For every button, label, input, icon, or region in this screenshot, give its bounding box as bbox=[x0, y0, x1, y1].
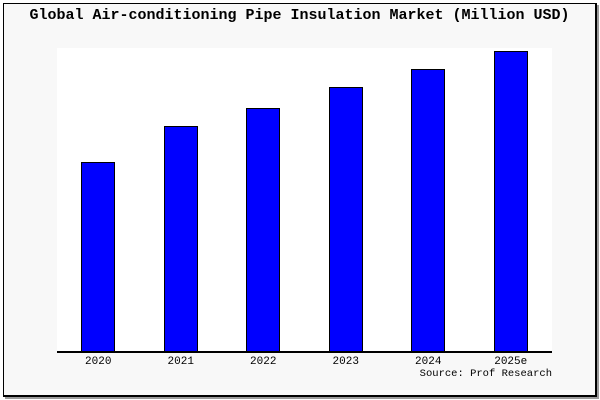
tick-label-2025e: 2025e bbox=[494, 356, 528, 368]
x-axis-labels: 2020 2021 2022 2023 2024 2025e bbox=[57, 356, 552, 368]
bar-2021 bbox=[163, 126, 198, 351]
tick-label-2023: 2023 bbox=[332, 356, 359, 368]
bar-2023 bbox=[328, 87, 363, 351]
bar-2025e bbox=[493, 51, 528, 351]
bar-slot-2023 bbox=[305, 48, 388, 351]
source-text: Source: Prof Research bbox=[419, 368, 552, 380]
tick-label-2022: 2022 bbox=[250, 356, 277, 368]
bar-2020 bbox=[81, 162, 116, 351]
bar-slot-2021 bbox=[140, 48, 223, 351]
bar-slot-2022 bbox=[222, 48, 305, 351]
chart-title: Global Air-conditioning Pipe Insulation … bbox=[29, 7, 570, 24]
bar-slot-2024 bbox=[387, 48, 470, 351]
tick-label-2020: 2020 bbox=[85, 356, 112, 368]
plot-area bbox=[57, 48, 552, 353]
bar-2024 bbox=[411, 69, 446, 351]
bar-slot-2020 bbox=[57, 48, 140, 351]
tick-label-2024: 2024 bbox=[415, 356, 442, 368]
bar-2022 bbox=[246, 108, 281, 351]
bar-slot-2025e bbox=[470, 48, 553, 351]
tick-label-2021: 2021 bbox=[167, 356, 194, 368]
chart-frame: Global Air-conditioning Pipe Insulation … bbox=[3, 3, 597, 397]
